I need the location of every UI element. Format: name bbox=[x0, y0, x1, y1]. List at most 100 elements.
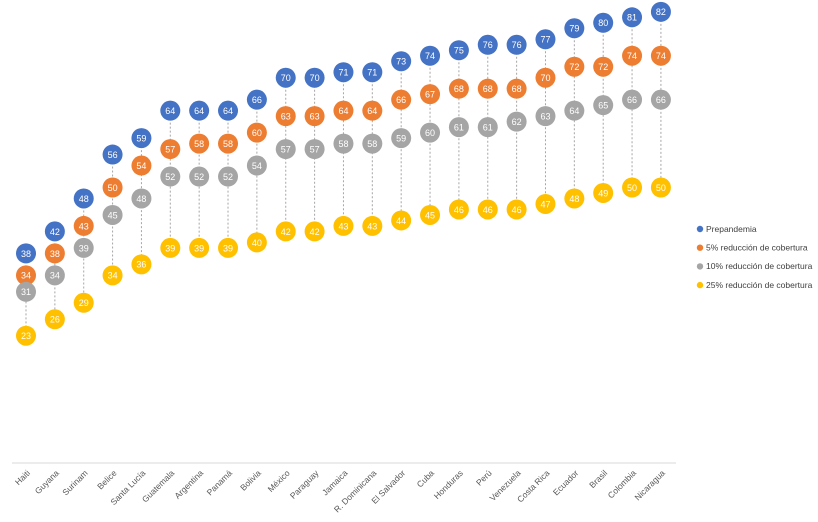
x-tick-label: Ecuador bbox=[551, 468, 581, 498]
data-label: 74 bbox=[656, 51, 666, 61]
dot bbox=[44, 309, 65, 330]
data-label: 23 bbox=[21, 331, 31, 341]
dot bbox=[448, 78, 469, 99]
dot bbox=[448, 199, 469, 220]
dot bbox=[622, 45, 643, 66]
data-label: 43 bbox=[367, 221, 377, 231]
dot bbox=[564, 56, 585, 77]
data-label: 48 bbox=[569, 194, 579, 204]
data-label: 60 bbox=[252, 128, 262, 138]
data-label: 57 bbox=[165, 144, 175, 154]
dot bbox=[564, 100, 585, 121]
dot bbox=[391, 89, 412, 110]
data-label: 34 bbox=[108, 271, 118, 281]
dot bbox=[73, 215, 94, 236]
dot bbox=[218, 100, 239, 121]
dot bbox=[16, 243, 36, 264]
dot bbox=[477, 34, 498, 55]
x-tick-label: Brasil bbox=[587, 468, 609, 490]
data-label: 71 bbox=[367, 68, 377, 78]
data-label: 72 bbox=[598, 62, 608, 72]
data-label: 67 bbox=[425, 90, 435, 100]
dot bbox=[535, 193, 556, 214]
legend-label: Prepandemia bbox=[706, 224, 757, 234]
dot bbox=[333, 100, 354, 121]
data-label: 45 bbox=[425, 210, 435, 220]
data-label: 70 bbox=[281, 73, 291, 83]
dot bbox=[391, 51, 412, 72]
data-label: 34 bbox=[50, 271, 60, 281]
dot bbox=[477, 199, 498, 220]
dot bbox=[564, 18, 585, 39]
dot bbox=[304, 106, 325, 127]
data-label: 66 bbox=[627, 95, 637, 105]
dot bbox=[102, 265, 123, 286]
data-label: 68 bbox=[454, 84, 464, 94]
x-tick-label: Cuba bbox=[415, 468, 437, 490]
data-label: 82 bbox=[656, 7, 666, 17]
data-label: 73 bbox=[396, 57, 406, 67]
data-label: 58 bbox=[338, 139, 348, 149]
data-label: 66 bbox=[252, 95, 262, 105]
data-label: 66 bbox=[396, 95, 406, 105]
dot bbox=[102, 204, 123, 225]
legend-label: 5% reducción de cobertura bbox=[706, 242, 808, 252]
dot bbox=[73, 237, 94, 258]
data-label: 42 bbox=[281, 227, 291, 237]
data-label: 64 bbox=[165, 106, 175, 116]
dot bbox=[506, 34, 527, 55]
x-tick-label: Belice bbox=[95, 468, 119, 492]
x-tick-label: Argentina bbox=[172, 468, 205, 501]
dot bbox=[160, 100, 181, 121]
dot bbox=[189, 133, 210, 154]
dot bbox=[102, 144, 123, 165]
dot bbox=[650, 177, 671, 198]
data-label: 72 bbox=[569, 62, 579, 72]
data-label: 59 bbox=[396, 133, 406, 143]
dot bbox=[218, 166, 239, 187]
data-label: 46 bbox=[454, 205, 464, 215]
data-label: 62 bbox=[512, 117, 522, 127]
data-label: 47 bbox=[540, 199, 550, 209]
data-label: 74 bbox=[627, 51, 637, 61]
dot bbox=[16, 325, 36, 346]
x-tick-label: Nicaragua bbox=[632, 468, 667, 503]
dot bbox=[304, 67, 325, 88]
dot bbox=[535, 106, 556, 127]
dot bbox=[448, 40, 469, 61]
dot bbox=[275, 67, 296, 88]
x-tick-label: Haiti bbox=[13, 468, 32, 487]
dot bbox=[506, 78, 527, 99]
data-label: 26 bbox=[50, 315, 60, 325]
dot bbox=[564, 188, 585, 209]
dot bbox=[275, 139, 296, 160]
dot bbox=[420, 84, 441, 105]
dot bbox=[44, 265, 65, 286]
data-label: 38 bbox=[50, 249, 60, 259]
data-label: 65 bbox=[598, 101, 608, 111]
dot bbox=[44, 221, 65, 242]
legend-label: 10% reducción de cobertura bbox=[706, 261, 813, 271]
dot bbox=[160, 166, 181, 187]
dot bbox=[131, 188, 152, 209]
data-label: 81 bbox=[627, 13, 637, 23]
dot bbox=[506, 111, 527, 132]
dot bbox=[362, 100, 383, 121]
dot bbox=[131, 128, 152, 149]
data-label: 57 bbox=[281, 144, 291, 154]
dot bbox=[102, 177, 123, 198]
dot bbox=[391, 128, 412, 149]
dot bbox=[275, 221, 296, 242]
data-label: 50 bbox=[108, 183, 118, 193]
dot bbox=[650, 89, 671, 110]
data-label: 29 bbox=[79, 298, 89, 308]
data-label: 56 bbox=[108, 150, 118, 160]
legend-marker bbox=[696, 225, 704, 233]
dot bbox=[593, 56, 614, 77]
dot bbox=[131, 155, 152, 176]
dot bbox=[506, 199, 527, 220]
data-label: 43 bbox=[79, 221, 89, 231]
data-label: 48 bbox=[79, 194, 89, 204]
data-label: 38 bbox=[21, 249, 31, 259]
data-label: 52 bbox=[194, 172, 204, 182]
